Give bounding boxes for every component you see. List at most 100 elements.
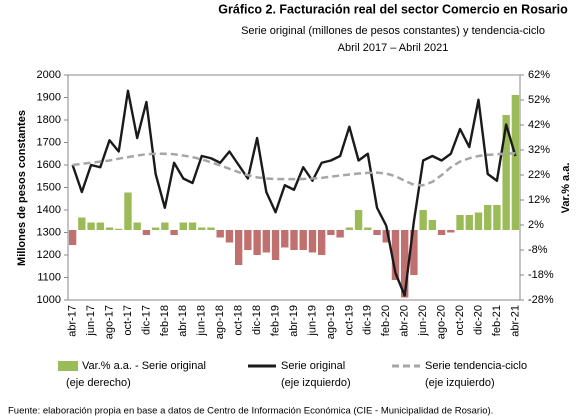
x-tick-label: ago-17 [103, 305, 115, 339]
bar [456, 215, 464, 230]
x-tick-label: jun-19 [306, 305, 318, 337]
legend-note: (eje izquierdo) [425, 377, 495, 389]
bar [105, 227, 114, 230]
x-tick-label: dic-20 [472, 305, 484, 335]
bar [373, 230, 381, 235]
bar [336, 230, 344, 238]
x-tick-label: feb-19 [269, 305, 281, 336]
series-line [71, 89, 517, 297]
y2-tick-label: -18% [528, 269, 554, 281]
y-tick-label: 1100 [37, 271, 61, 283]
bar [511, 95, 520, 230]
bar [447, 230, 455, 233]
y2-tick-label: 22% [528, 169, 550, 181]
y-tick-label: 1300 [37, 226, 61, 238]
bar [401, 230, 409, 298]
bar [68, 230, 77, 245]
bar [419, 210, 427, 230]
x-tick-label: jun-17 [85, 305, 97, 337]
bar [188, 222, 197, 230]
bar [299, 230, 307, 250]
bar [484, 205, 492, 230]
bar [364, 227, 372, 230]
chart-subtitle: Serie original (millones de pesos consta… [241, 25, 545, 37]
bar [179, 222, 187, 230]
y2-axis-title: Var.% a.a. [560, 163, 572, 214]
x-tick-label: ago-19 [325, 305, 337, 339]
legend-swatch [58, 361, 78, 371]
x-tick-label: oct-19 [343, 305, 355, 336]
y-tick-label: 1500 [37, 181, 61, 193]
bar [133, 222, 141, 230]
bar [308, 230, 317, 253]
x-tick-label: abr-20 [399, 305, 411, 337]
bar [281, 230, 289, 248]
bar [161, 222, 169, 230]
y2-tick-label: 12% [528, 194, 550, 206]
y-tick-label: 1000 [37, 294, 61, 306]
x-tick-label: feb-18 [159, 305, 171, 336]
chart-title: Gráfico 2. Facturación real del sector C… [218, 2, 568, 16]
bar [142, 230, 151, 235]
legend-label: Serie original [281, 360, 345, 372]
bar [244, 230, 252, 250]
bar [391, 230, 400, 280]
y-tick-label: 1900 [37, 91, 61, 103]
bar [207, 227, 215, 230]
bar [87, 222, 95, 230]
bar [96, 222, 104, 230]
x-tick-label: oct-18 [233, 305, 245, 336]
chart-period: Abril 2017 – Abril 2021 [338, 42, 449, 54]
x-tick-label: feb-20 [380, 305, 392, 336]
y-tick-label: 1700 [37, 136, 61, 148]
x-tick-label: abr-18 [177, 305, 189, 337]
y2-tick-label: 62% [528, 69, 550, 81]
bar [198, 227, 206, 230]
y-tick-label: 1400 [37, 204, 61, 216]
x-tick-label: oct-17 [122, 305, 134, 336]
x-tick-label: jun-20 [417, 305, 429, 337]
x-tick-label: oct-20 [454, 305, 466, 336]
bar [354, 210, 363, 230]
bar [253, 230, 261, 255]
bar [271, 230, 280, 260]
y2-tick-label: 42% [528, 119, 550, 131]
bar [151, 227, 160, 230]
y2-tick-label: 32% [528, 144, 550, 156]
bar [382, 230, 390, 243]
y-tick-label: 1800 [37, 114, 61, 126]
y-axis-title: Millones de pesos constantes [16, 110, 28, 266]
x-tick-label: abr-19 [288, 305, 300, 337]
bar [502, 115, 510, 230]
source-note: Fuente: elaboración propia en base a dat… [8, 406, 493, 417]
legend-note: (eje derecho) [66, 377, 131, 389]
y2-tick-label: -8% [528, 244, 548, 256]
bar [437, 230, 446, 235]
y-tick-label: 1600 [37, 159, 61, 171]
x-tick-label: feb-21 [491, 305, 503, 336]
legend-label: Var.% a.a. - Serie original [82, 360, 206, 372]
bar [170, 230, 178, 235]
bar [124, 192, 132, 230]
bar [428, 220, 437, 230]
x-tick-label: dic-19 [362, 305, 374, 335]
bar [225, 230, 234, 243]
x-tick-label: ago-20 [435, 305, 447, 339]
x-tick-label: dic-17 [140, 305, 152, 335]
legend-note: (eje izquierdo) [281, 377, 351, 389]
bar [78, 217, 86, 230]
bar [290, 230, 298, 250]
bar [317, 230, 326, 255]
bar [410, 230, 418, 275]
x-tick-label: dic-18 [251, 305, 263, 335]
legend-label: Serie tendencia-ciclo [425, 360, 527, 372]
bar [345, 227, 354, 230]
bar [234, 230, 243, 265]
y-tick-label: 1200 [37, 249, 61, 261]
bar [216, 230, 224, 238]
x-tick-label: jun-18 [196, 305, 208, 337]
y2-tick-label: -28% [528, 294, 554, 306]
trend-line [72, 152, 516, 187]
